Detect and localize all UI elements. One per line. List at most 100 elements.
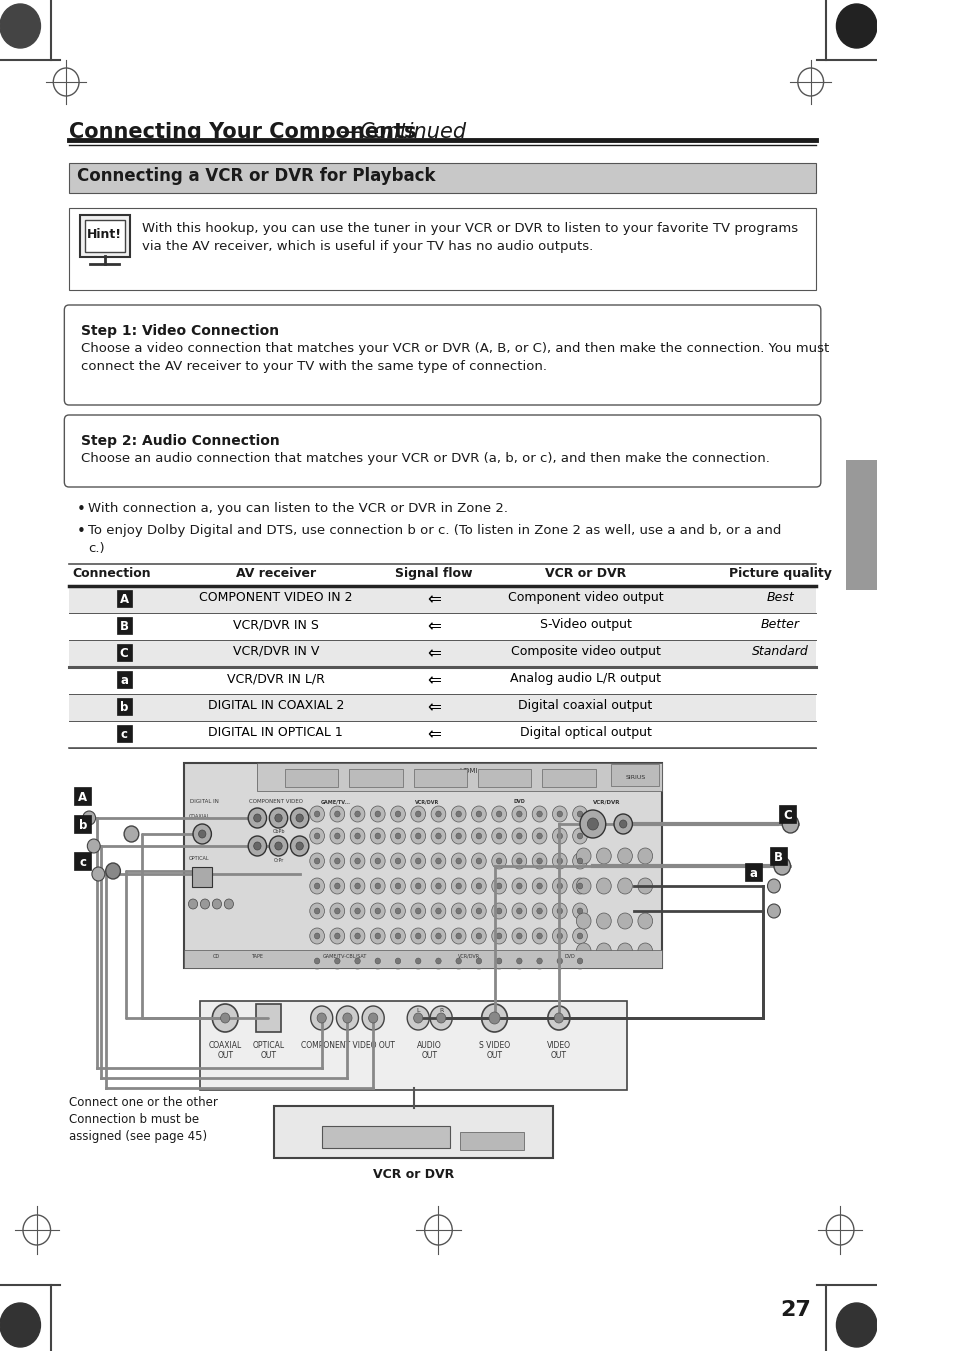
Circle shape [537,958,541,965]
Circle shape [491,807,506,821]
Circle shape [547,1006,569,1029]
Text: ⇐: ⇐ [427,698,440,716]
Circle shape [350,952,365,969]
Text: a: a [749,867,757,880]
Circle shape [310,902,324,919]
Circle shape [476,858,481,865]
Circle shape [577,934,582,939]
FancyBboxPatch shape [80,215,130,257]
Circle shape [471,878,486,894]
Text: Step 1: Video Connection: Step 1: Video Connection [81,324,278,338]
Circle shape [557,934,562,939]
Circle shape [491,928,506,944]
FancyBboxPatch shape [477,769,531,788]
Circle shape [512,878,526,894]
Circle shape [532,828,546,844]
Circle shape [350,807,365,821]
Text: 27: 27 [779,1300,810,1320]
FancyBboxPatch shape [116,698,132,715]
Circle shape [336,1006,358,1029]
Circle shape [476,958,481,965]
Circle shape [557,958,562,965]
Circle shape [370,902,385,919]
Text: B: B [119,620,129,634]
Circle shape [537,908,541,915]
Circle shape [436,811,440,817]
Circle shape [537,884,541,889]
Text: VCR/DVR: VCR/DVR [457,954,479,959]
FancyBboxPatch shape [255,1004,281,1032]
Circle shape [572,902,587,919]
Text: Choose an audio connection that matches your VCR or DVR (a, b, or c), and then m: Choose an audio connection that matches … [81,453,769,465]
Text: c: c [79,857,86,869]
Text: S-Video output: S-Video output [539,617,631,631]
Circle shape [91,867,105,881]
Circle shape [491,902,506,919]
Text: C: C [782,809,791,821]
Text: Signal flow: Signal flow [395,567,472,580]
Circle shape [451,878,465,894]
Circle shape [431,807,445,821]
Circle shape [436,884,440,889]
Circle shape [576,878,591,894]
Circle shape [617,943,632,959]
Circle shape [411,902,425,919]
Circle shape [451,852,465,869]
Text: OPTICAL: OPTICAL [189,857,209,861]
Text: Connecting a VCR or DVR for Playback: Connecting a VCR or DVR for Playback [77,168,436,185]
Text: CrPr: CrPr [274,858,283,863]
Text: Digital optical output: Digital optical output [519,725,651,739]
Circle shape [350,852,365,869]
Circle shape [481,1004,507,1032]
Circle shape [512,828,526,844]
Circle shape [512,852,526,869]
Circle shape [516,908,521,915]
Circle shape [436,858,440,865]
Circle shape [124,825,138,842]
Circle shape [638,878,652,894]
FancyBboxPatch shape [116,590,132,607]
Text: Digital coaxial output: Digital coaxial output [517,698,652,712]
FancyBboxPatch shape [74,852,91,870]
Text: VCR/DVR: VCR/DVR [592,798,619,804]
Circle shape [106,863,120,880]
Circle shape [576,943,591,959]
Circle shape [193,824,212,844]
Circle shape [335,811,339,817]
Circle shape [516,834,521,839]
Circle shape [310,878,324,894]
Circle shape [431,928,445,944]
Circle shape [375,834,380,839]
Circle shape [577,834,582,839]
Text: VCR or DVR: VCR or DVR [373,1169,454,1181]
Text: —: — [339,122,360,142]
Circle shape [330,878,344,894]
Text: A: A [119,593,129,607]
Circle shape [767,904,780,917]
Circle shape [411,852,425,869]
Circle shape [572,952,587,969]
Circle shape [248,808,266,828]
Circle shape [516,884,521,889]
Circle shape [596,943,611,959]
Circle shape [532,852,546,869]
Circle shape [390,928,405,944]
Text: Continued: Continued [359,122,466,142]
Text: VIDEO
OUT: VIDEO OUT [546,1042,570,1061]
Circle shape [537,934,541,939]
Circle shape [773,857,790,875]
Text: To enjoy Dolby Digital and DTS, use connection b or c. (To listen in Zone 2 as w: To enjoy Dolby Digital and DTS, use conn… [88,524,781,555]
Text: AUDIO
OUT: AUDIO OUT [416,1042,441,1061]
Circle shape [491,828,506,844]
Text: SIRIUS: SIRIUS [625,775,645,780]
Circle shape [253,842,261,850]
Circle shape [471,828,486,844]
Circle shape [416,908,420,915]
Circle shape [596,913,611,929]
Circle shape [330,902,344,919]
Circle shape [370,852,385,869]
Circle shape [269,808,288,828]
FancyBboxPatch shape [257,763,661,790]
FancyBboxPatch shape [69,586,816,613]
Circle shape [375,811,380,817]
